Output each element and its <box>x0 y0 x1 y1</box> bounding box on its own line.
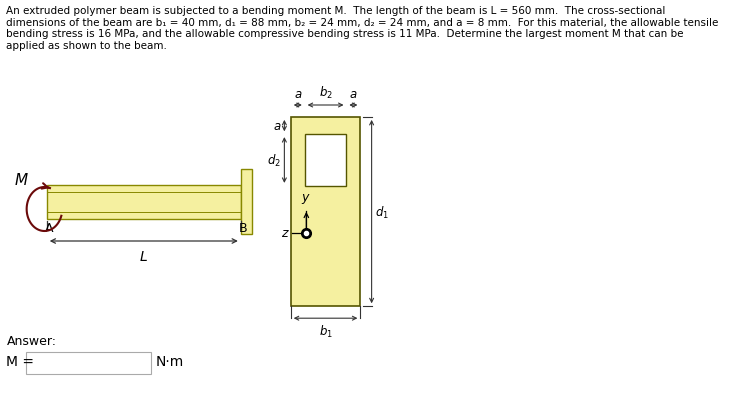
Text: $a$: $a$ <box>293 88 302 101</box>
Bar <box>26 352 151 374</box>
Bar <box>291 118 360 306</box>
Text: A: A <box>45 221 53 235</box>
Text: $z$: $z$ <box>282 227 291 240</box>
Text: Answer:: Answer: <box>7 334 56 347</box>
Bar <box>47 186 241 219</box>
Text: $a$: $a$ <box>273 120 281 133</box>
Text: B: B <box>239 221 247 235</box>
Bar <box>305 135 346 186</box>
Text: L: L <box>140 249 148 263</box>
Text: An extruded polymer beam is subjected to a bending moment M.  The length of the : An extruded polymer beam is subjected to… <box>7 6 718 51</box>
Bar <box>241 170 252 235</box>
Text: $a$: $a$ <box>349 88 357 101</box>
Text: M =: M = <box>7 354 34 368</box>
Text: $b_1$: $b_1$ <box>319 323 333 340</box>
Text: N·m: N·m <box>156 354 184 368</box>
Text: M: M <box>15 172 27 188</box>
Text: $d_2$: $d_2$ <box>267 152 281 169</box>
Text: $y$: $y$ <box>302 191 311 205</box>
Text: $d_1$: $d_1$ <box>375 204 389 220</box>
Text: $b_2$: $b_2$ <box>319 85 333 101</box>
